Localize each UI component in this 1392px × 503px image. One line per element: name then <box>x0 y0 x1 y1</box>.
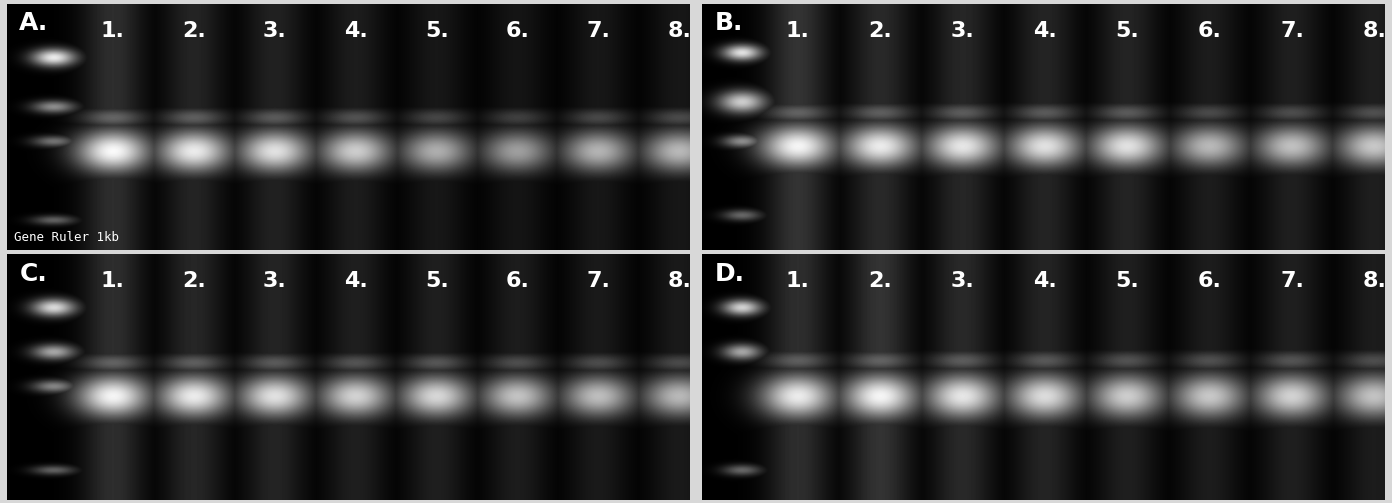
Text: 4.: 4. <box>1033 271 1057 291</box>
Text: 2.: 2. <box>182 21 206 41</box>
Text: 8.: 8. <box>668 21 692 41</box>
Text: 7.: 7. <box>586 21 611 41</box>
Text: 2.: 2. <box>869 271 892 291</box>
Text: C.: C. <box>19 262 47 286</box>
Text: 5.: 5. <box>1115 21 1140 41</box>
Text: 3.: 3. <box>263 21 287 41</box>
Text: D.: D. <box>714 262 745 286</box>
Text: 5.: 5. <box>425 271 448 291</box>
Text: 3.: 3. <box>951 271 974 291</box>
Text: 7.: 7. <box>586 271 611 291</box>
Text: 8.: 8. <box>1363 271 1386 291</box>
Text: 1.: 1. <box>100 271 125 291</box>
Text: 4.: 4. <box>344 271 367 291</box>
Text: 6.: 6. <box>505 21 529 41</box>
Text: 8.: 8. <box>1363 21 1386 41</box>
Text: A.: A. <box>19 11 49 35</box>
Text: 6.: 6. <box>505 271 529 291</box>
Text: 7.: 7. <box>1281 21 1304 41</box>
Text: 3.: 3. <box>951 21 974 41</box>
Text: 6.: 6. <box>1199 21 1222 41</box>
Text: 8.: 8. <box>668 271 692 291</box>
Text: 2.: 2. <box>182 271 206 291</box>
Text: 4.: 4. <box>1033 21 1057 41</box>
Text: 1.: 1. <box>100 21 125 41</box>
Text: 5.: 5. <box>425 21 448 41</box>
Text: Gene Ruler 1kb: Gene Ruler 1kb <box>14 231 118 243</box>
Text: 1.: 1. <box>786 271 810 291</box>
Text: 7.: 7. <box>1281 271 1304 291</box>
Text: 5.: 5. <box>1115 271 1140 291</box>
Text: 3.: 3. <box>263 271 287 291</box>
Text: 4.: 4. <box>344 21 367 41</box>
Text: 2.: 2. <box>869 21 892 41</box>
Text: 1.: 1. <box>786 21 810 41</box>
Text: 6.: 6. <box>1199 271 1222 291</box>
Text: B.: B. <box>714 11 743 35</box>
